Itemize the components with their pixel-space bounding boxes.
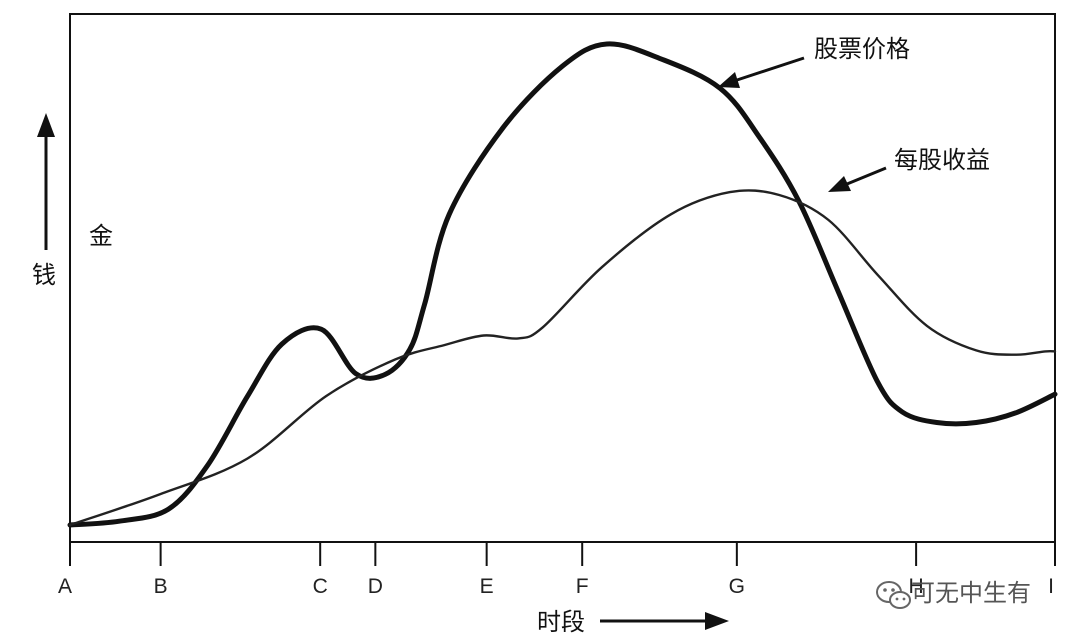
eps-line xyxy=(68,189,1057,527)
eps-annotation-label: 每股收益 xyxy=(894,146,990,174)
watermark: 可无中生有 xyxy=(876,579,1031,609)
x-tick-label-C: C xyxy=(313,575,328,598)
wechat-icon xyxy=(876,581,911,609)
watermark-text: 可无中生有 xyxy=(911,579,1031,607)
x-tick-label-A: A xyxy=(58,575,72,598)
x-tick-label-B: B xyxy=(154,575,168,598)
x-tick-label-D: D xyxy=(368,575,383,598)
x-ticks xyxy=(69,542,1056,566)
x-tick-label-I: I xyxy=(1048,575,1054,598)
price-annotation: 股票价格 xyxy=(718,35,910,88)
corner-label: 金 xyxy=(89,222,113,250)
x-tick-label-H: H xyxy=(909,575,924,598)
y-axis-arrow xyxy=(37,113,55,250)
x-tick-label-G: G xyxy=(729,575,745,598)
x-axis-arrow xyxy=(600,612,729,630)
stock-price-line xyxy=(67,41,1058,528)
eps-annotation: 每股收益 xyxy=(828,146,990,192)
x-tick-label-F: F xyxy=(576,575,589,598)
price-annotation-label: 股票价格 xyxy=(814,35,910,63)
y-axis-label: 钱 xyxy=(32,261,56,289)
x-tick-labels: A B C D E F G H I xyxy=(58,575,1054,598)
x-axis-label: 时段 xyxy=(537,608,585,636)
x-tick-label-E: E xyxy=(480,575,494,598)
series-layer xyxy=(67,41,1058,528)
plot-frame xyxy=(69,13,1056,543)
